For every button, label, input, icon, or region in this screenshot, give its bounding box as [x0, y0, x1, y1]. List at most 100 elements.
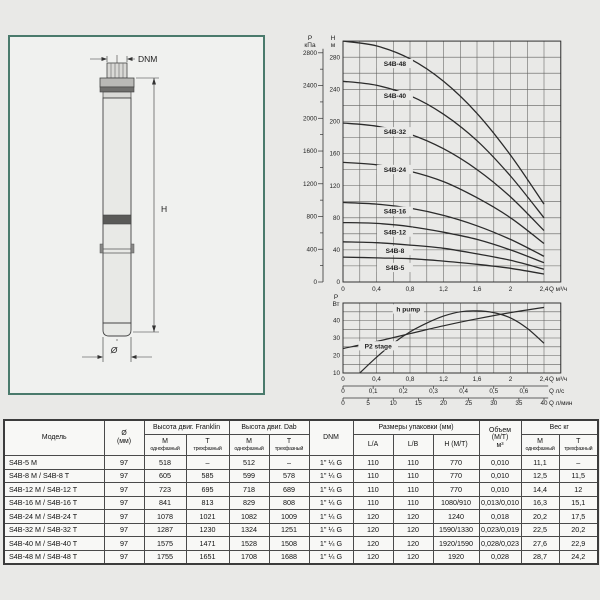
pump-neck: [102, 91, 132, 99]
pump-body: [102, 97, 132, 324]
table-cell: 1920: [432, 549, 480, 565]
flow-axis-0: 0 0,4 0,8 1,2 1,6 2 2,4 Q м³/ч: [341, 376, 567, 383]
table-cell: 14,4: [520, 482, 560, 497]
svg-text:2: 2: [509, 286, 513, 293]
svg-text:280: 280: [329, 54, 340, 61]
flow-axis-2: 0 5 10 15 20 25 30 35 40 Q л/мин: [341, 397, 573, 407]
table-cell: 24,2: [558, 549, 599, 565]
table-cell: 770: [432, 482, 480, 497]
svg-text:40: 40: [333, 247, 341, 254]
table-cell: 97: [103, 536, 145, 551]
table-row: S4B-5 M 97 518–512–1" ¼ G 110 110 770 0,010 11,…: [3, 455, 599, 470]
svg-text:5: 5: [366, 400, 370, 407]
svg-text:0: 0: [341, 400, 345, 407]
phase-label: однофазный: [525, 446, 555, 452]
col-header-franklin-t: T трехфазный: [185, 434, 230, 456]
table-cell: 110: [352, 455, 394, 470]
head-flow-chart: 04080120160200240280Hм040080012001600200…: [303, 35, 567, 293]
svg-text:40: 40: [540, 400, 548, 407]
svg-text:400: 400: [306, 246, 317, 253]
curve-label-h-pump: h pump: [392, 304, 424, 314]
table-cell: 1508: [268, 536, 310, 551]
table-cell: 27,6: [520, 536, 560, 551]
volume-title: Объем: [489, 426, 511, 434]
svg-text:1200: 1200: [303, 181, 318, 188]
table-cell: 1009: [268, 509, 310, 524]
curve-label-S4B-5: S4B-5: [376, 262, 413, 273]
svg-text:0: 0: [313, 279, 317, 286]
model-cell: S4B-24 M / S4B-24 T: [3, 509, 105, 524]
table-cell: 695: [185, 482, 230, 497]
table-cell: 0,010: [478, 455, 522, 470]
svg-text:1600: 1600: [303, 148, 318, 155]
table-cell: 97: [103, 522, 145, 537]
pump-curve-S4B-12: [342, 221, 545, 264]
table-cell: 1080/910: [432, 495, 480, 510]
table-cell: 1251: [268, 522, 310, 537]
col-header-weight-t: T трехфазный: [558, 434, 599, 456]
svg-text:0: 0: [341, 388, 345, 395]
h-axis: 0 40 80 120 160 200 240 280 Hм: [329, 35, 340, 286]
col-group-dab: Высота двиг. Dab: [228, 419, 310, 435]
curve-label-S4B-40: S4B-40: [376, 91, 413, 101]
table-cell: 120: [352, 522, 394, 537]
col-header-weight-m: M однофазный: [520, 434, 560, 456]
curve-label-S4B-16: S4B-16: [376, 206, 413, 216]
svg-text:2800: 2800: [303, 50, 318, 57]
table-cell: 0,013/0,010: [478, 495, 522, 510]
table-cell: 120: [392, 509, 434, 524]
col-header-volume: Объем (М/Т) м³: [478, 419, 522, 456]
table-row: S4B-40 M / S4B-40 T 97 1575 1471 1528 1508 1" …: [3, 536, 599, 551]
h-dimension-label: H: [161, 204, 167, 214]
phase-code: T: [576, 438, 581, 445]
svg-text:2,4: 2,4: [540, 376, 549, 383]
phase-code: M: [162, 438, 168, 445]
table-cell: 110: [392, 468, 434, 483]
table-cell: 599: [228, 468, 270, 483]
svg-text:H: H: [331, 35, 336, 42]
table-cell: 110: [352, 495, 394, 510]
col-header-diameter: Ø (мм): [103, 419, 145, 456]
svg-text:0,8: 0,8: [406, 286, 415, 293]
col-header-lb: L/B: [392, 434, 434, 456]
table-cell: 110: [392, 455, 434, 470]
table-cell: 1" ¼ G: [308, 495, 354, 510]
table-cell: 97: [103, 495, 145, 510]
phase-code: M: [246, 438, 252, 445]
table-row: S4B-48 M / S4B-48 T 97 1755 1651 1708 1688 1" …: [3, 549, 599, 565]
curve-label-S4B-12: S4B-12: [376, 227, 413, 237]
diameter-symbol: Ø: [121, 430, 127, 438]
svg-text:1,6: 1,6: [473, 286, 482, 293]
table-cell: 1528: [228, 536, 270, 551]
dia-extension-lines: [102, 337, 132, 362]
table-cell: 1021: [185, 509, 230, 524]
col-group-weight: Вес кг: [520, 419, 599, 435]
table-cell: 518: [143, 455, 187, 470]
svg-text:40: 40: [333, 318, 341, 325]
h-arrow-top: [152, 78, 156, 85]
table-cell: 15,1: [558, 495, 599, 510]
coupling-seam: [103, 248, 131, 254]
table-cell: 16,3: [520, 495, 560, 510]
svg-text:0: 0: [341, 376, 345, 383]
pump-drawing-panel: DNM H Ø: [8, 35, 265, 395]
svg-text:25: 25: [465, 400, 473, 407]
coupling-tab-right: [130, 243, 135, 254]
table-row: S4B-24 M / S4B-24 T 97 1078 1021 1082 1009 1" …: [3, 509, 599, 524]
volume-unit: м³: [496, 441, 504, 449]
head-chart-grid: [342, 40, 562, 283]
phase-code: T: [286, 438, 292, 445]
curve-label-S4B-24: S4B-24: [376, 164, 413, 175]
table-cell: 97: [103, 509, 145, 524]
table-cell: 28,7: [520, 549, 560, 565]
table-cell: 120: [352, 536, 394, 551]
model-cell: S4B-48 M / S4B-48 T: [3, 549, 105, 565]
col-group-packaging: Размеры упаковки (мм): [352, 419, 480, 435]
phase-label: трехфазный: [193, 446, 222, 452]
svg-text:0,1: 0,1: [369, 388, 378, 395]
svg-text:0,3: 0,3: [429, 388, 438, 395]
svg-text:S4B-12: S4B-12: [384, 230, 407, 237]
head-chart-border: [342, 40, 562, 283]
svg-text:1,6: 1,6: [473, 376, 482, 383]
